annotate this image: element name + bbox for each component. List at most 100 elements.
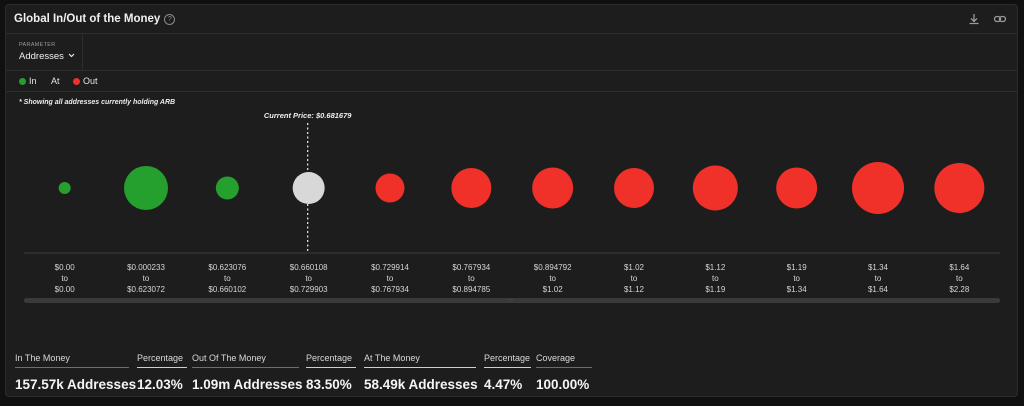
bucket-label: $1.12: [705, 263, 726, 272]
legend-dot-out: [73, 77, 80, 85]
bucket-label: to: [468, 274, 475, 283]
stat-in-value: 157.57k Addresses: [15, 377, 137, 392]
bucket-label: $1.19: [787, 263, 808, 272]
stat-in-the-money: In The Money 157.57k Addresses: [15, 353, 137, 392]
stat-out-pct-label: Percentage: [306, 353, 353, 363]
download-icon[interactable]: [967, 12, 981, 26]
bucket-label: to: [61, 274, 68, 283]
bubble-chart: Current Price: $0.681679 $0.00 to $0.00 $0.0…: [24, 111, 1000, 294]
bubble-in[interactable]: [58, 182, 71, 194]
bucket-label: $0.767934: [452, 263, 490, 272]
legend-label-at: At: [51, 76, 60, 86]
current-price-label: Current Price: $0.681679: [264, 111, 352, 120]
bucket-label: to: [549, 274, 556, 283]
bubble-in[interactable]: [215, 176, 239, 200]
parameter-label: PARAMETER: [19, 42, 56, 48]
bucket-label: $1.64: [868, 285, 889, 294]
legend-label-out: Out: [83, 76, 98, 86]
bucket-label: $0.894792: [534, 263, 572, 272]
scrollbar-grip-icon[interactable]: ⋯: [508, 297, 514, 303]
bucket-label: $0.894785: [452, 285, 490, 294]
legend-dot-in: [19, 77, 26, 85]
bucket-label: to: [712, 274, 719, 283]
stat-at-label: At The Money: [364, 353, 420, 363]
bucket-label: to: [143, 274, 150, 283]
bucket-label: $1.02: [543, 285, 564, 294]
bucket-label: $2.28: [949, 285, 970, 294]
stat-at-pct-line: [484, 367, 531, 368]
bucket-label: $0.000233: [127, 263, 165, 272]
stat-out-label: Out Of The Money: [192, 353, 266, 363]
bubble-out[interactable]: [532, 167, 574, 209]
holding-note: * Showing all addresses currently holdin…: [19, 99, 176, 106]
stat-coverage-label: Coverage: [536, 353, 576, 363]
bucket-label: $1.19: [705, 285, 726, 294]
legend-item-in[interactable]: In: [19, 76, 37, 86]
stat-at-value: 58.49k Addresses: [364, 377, 478, 392]
bubble-out[interactable]: [375, 173, 405, 203]
stat-in-pct-label: Percentage: [137, 353, 184, 363]
bucket-label: to: [875, 274, 882, 283]
bucket-label: $0.623076: [208, 263, 246, 272]
bucket-label: to: [224, 274, 231, 283]
legend-item-out[interactable]: Out: [73, 76, 98, 86]
bubble-at[interactable]: [292, 172, 325, 204]
stat-in-percentage: Percentage 12.03%: [137, 353, 187, 392]
stat-out-percentage: Percentage 83.50%: [306, 353, 356, 392]
bubble-out[interactable]: [614, 168, 654, 208]
bucket-label: to: [793, 274, 800, 283]
bubble-out[interactable]: [451, 168, 492, 208]
stat-coverage-line: [536, 367, 592, 368]
bucket-label: $0.660108: [290, 263, 328, 272]
bubble-out[interactable]: [692, 165, 738, 211]
panel-header: Global In/Out of the Money?: [6, 5, 1017, 34]
stat-at-pct-value: 4.47%: [484, 377, 523, 392]
bucket-label: $1.34: [787, 285, 808, 294]
chart-panel: Global In/Out of the Money? PARAMETER Ad…: [5, 4, 1018, 397]
bucket-label: $1.12: [624, 285, 645, 294]
parameter-selector[interactable]: PARAMETER Addresses: [6, 34, 83, 70]
link-icon[interactable]: [993, 12, 1007, 26]
bubble-out[interactable]: [776, 167, 818, 209]
stat-out-line: [192, 367, 299, 368]
parameter-dropdown[interactable]: Addresses: [19, 51, 75, 62]
stat-in-pct-line: [137, 367, 187, 368]
bucket-label: $0.00: [55, 263, 76, 272]
panel-title-text: Global In/Out of the Money: [14, 13, 161, 25]
bucket-label: $0.729914: [371, 263, 409, 272]
bucket-label: $1.02: [624, 263, 645, 272]
parameter-value: Addresses: [19, 51, 64, 62]
bucket-label: $1.34: [868, 263, 889, 272]
bucket-label: $0.623072: [127, 285, 165, 294]
help-icon[interactable]: ?: [164, 14, 176, 25]
stat-at-the-money: At The Money 58.49k Addresses: [364, 353, 478, 392]
bubble-out[interactable]: [934, 163, 985, 213]
bucket-label: $1.64: [949, 263, 970, 272]
chevron-down-icon: [68, 53, 74, 58]
stat-in-label: In The Money: [15, 353, 70, 363]
bucket-label: $0.660102: [208, 285, 246, 294]
bubble-out[interactable]: [852, 162, 904, 214]
bucket-label: $0.729903: [290, 285, 328, 294]
stat-in-pct-value: 12.03%: [137, 377, 183, 392]
bucket-label: $0.00: [55, 285, 76, 294]
stat-in-line: [15, 367, 129, 368]
bucket-label: to: [631, 274, 638, 283]
horizontal-scrollbar[interactable]: ⋯: [24, 298, 1000, 303]
legend-item-at[interactable]: At: [51, 76, 60, 86]
stat-coverage: Coverage 100.00%: [536, 353, 592, 392]
legend-label-in: In: [29, 76, 37, 86]
stat-out-of-the-money: Out Of The Money 1.09m Addresses: [192, 353, 303, 392]
bubble-in[interactable]: [124, 166, 168, 210]
panel-title: Global In/Out of the Money?: [14, 13, 176, 25]
stat-at-line: [364, 367, 476, 368]
stat-at-pct-label: Percentage: [484, 353, 531, 363]
bucket-label: to: [305, 274, 312, 283]
bucket-label: $0.767934: [371, 285, 409, 294]
stat-out-value: 1.09m Addresses: [192, 377, 303, 392]
header-actions: [959, 12, 1007, 31]
stat-out-pct-value: 83.50%: [306, 377, 352, 392]
stat-coverage-value: 100.00%: [536, 377, 590, 392]
stat-out-pct-line: [306, 367, 356, 368]
stat-at-percentage: Percentage 4.47%: [484, 353, 531, 392]
